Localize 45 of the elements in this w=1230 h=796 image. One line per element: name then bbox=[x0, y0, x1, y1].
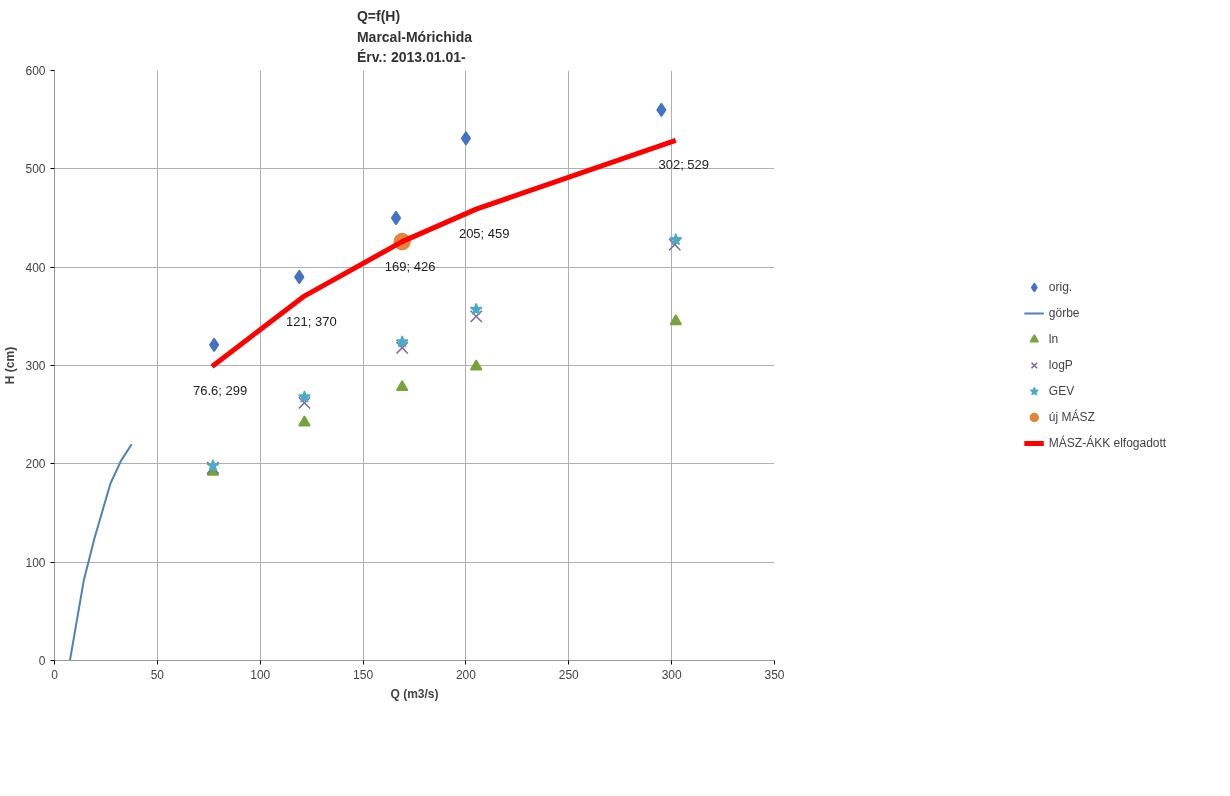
y-tick-label: 300 bbox=[25, 359, 46, 373]
legend-label: ln bbox=[1048, 332, 1060, 346]
point bbox=[297, 390, 311, 403]
y-tick-label: 200 bbox=[25, 457, 46, 472]
x-tick-label: 300 bbox=[661, 667, 682, 682]
legend-label: logP bbox=[1048, 358, 1073, 372]
point bbox=[469, 309, 483, 323]
line-series bbox=[68, 443, 133, 661]
point bbox=[460, 131, 472, 146]
point bbox=[390, 210, 402, 226]
x-tick-label: 100 bbox=[250, 667, 271, 682]
y-tick-label: 400 bbox=[25, 260, 46, 275]
data-label: 205; 459 bbox=[458, 226, 510, 242]
point bbox=[469, 302, 483, 316]
chart-title: Q=f(H) Marcal-Mórichida Érv.: 2013.01.01- bbox=[356, 7, 473, 66]
data-label: 302; 529 bbox=[658, 157, 710, 173]
data-label: 121; 370 bbox=[286, 313, 337, 329]
point bbox=[395, 335, 409, 348]
point bbox=[669, 232, 683, 246]
x-tick-label: 150 bbox=[353, 667, 374, 682]
legend-label: MÁSZ-ÁKK elfogadott bbox=[1048, 436, 1167, 450]
legend-label: orig. bbox=[1048, 280, 1073, 294]
point bbox=[395, 380, 409, 392]
point bbox=[298, 415, 311, 427]
y-tick-label: 600 bbox=[25, 64, 46, 78]
y-tick-label: 500 bbox=[25, 162, 46, 177]
x-axis-title: Q (m3/s) bbox=[390, 686, 439, 701]
y-tick-label: 0 bbox=[38, 654, 46, 668]
point bbox=[395, 341, 409, 355]
legend-label: új MÁSZ bbox=[1048, 410, 1095, 424]
data-label: 169; 426 bbox=[384, 258, 436, 274]
x-tick-label: 0 bbox=[51, 667, 59, 682]
legend-label: GEV bbox=[1048, 384, 1075, 398]
x-tick-label: 50 bbox=[150, 667, 165, 682]
legend-label: görbe bbox=[1048, 306, 1080, 320]
y-axis-title: H (cm) bbox=[3, 346, 18, 385]
point bbox=[469, 359, 483, 371]
x-tick-label: 200 bbox=[455, 667, 477, 682]
data-label: 76.6; 299 bbox=[192, 383, 248, 399]
point bbox=[298, 396, 311, 410]
x-tick-label: 250 bbox=[558, 667, 580, 682]
point bbox=[668, 238, 682, 251]
y-tick-label: 100 bbox=[25, 555, 46, 570]
x-tick-label: 350 bbox=[764, 667, 785, 682]
point bbox=[669, 314, 683, 326]
